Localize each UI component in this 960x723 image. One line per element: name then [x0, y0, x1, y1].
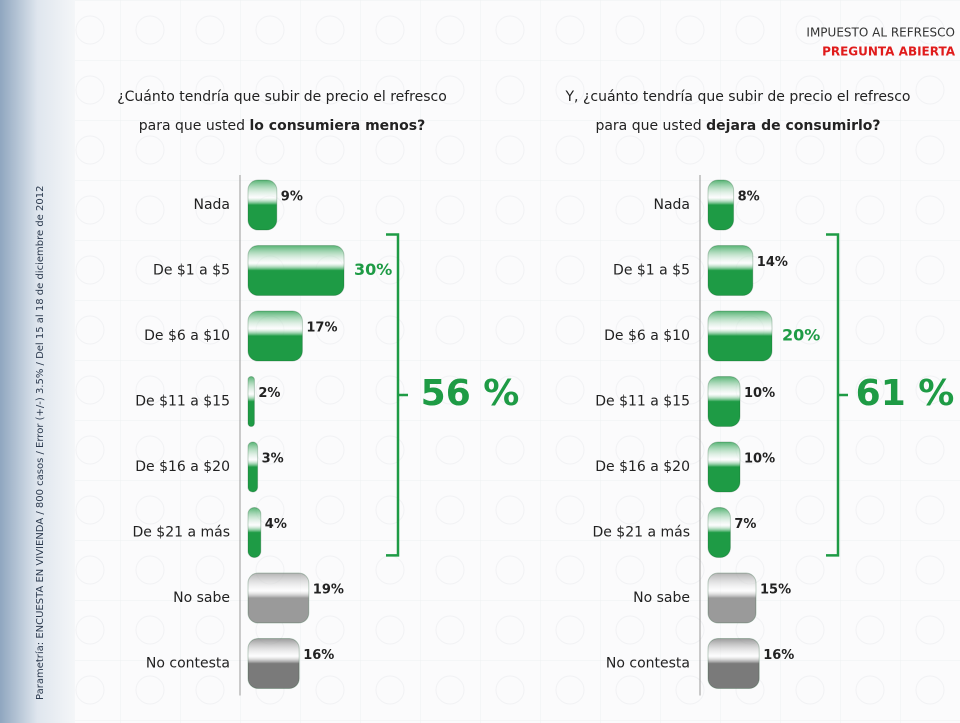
chart-title: Y, ¿cuánto tendría que subir de precio e… [565, 89, 911, 105]
title-part: para que usted [595, 118, 706, 134]
value-label: 8% [738, 190, 760, 205]
value-label: 10% [744, 452, 775, 467]
bar [707, 572, 757, 624]
category-label: Nada [653, 197, 690, 213]
category-label: De $1 a $5 [153, 263, 230, 279]
header-title: IMPUESTO AL REFRESCO [806, 26, 955, 40]
chart-title: para que usted lo consumiera menos? [139, 118, 425, 134]
bar [247, 441, 259, 493]
category-label: No sabe [173, 590, 230, 606]
bar [707, 245, 754, 296]
bracket-annotation: 56 % [421, 373, 520, 414]
value-label: 30% [354, 260, 392, 279]
bar [707, 310, 773, 362]
category-label: De $6 a $10 [604, 328, 690, 344]
value-label: 17% [306, 321, 337, 336]
value-label: 10% [744, 386, 775, 401]
value-label: 15% [760, 583, 791, 598]
bracket-annotation: 61 % [856, 373, 955, 414]
category-label: De $21 a más [592, 525, 690, 541]
title-part-bold: lo consumiera menos? [249, 118, 425, 134]
bar [707, 507, 731, 558]
source-note: Parametría: ENCUESTA EN VIVIENDA / 800 c… [34, 186, 46, 700]
bar [707, 441, 741, 493]
value-label: 9% [281, 190, 303, 205]
title-part-bold: dejara de consumirlo? [706, 118, 880, 134]
bracket [386, 233, 408, 557]
category-label: No contesta [606, 656, 690, 672]
category-label: De $6 a $10 [144, 328, 230, 344]
category-label: De $11 a $15 [595, 394, 690, 410]
value-label: 4% [265, 517, 287, 532]
category-label: De $16 a $20 [135, 459, 230, 475]
bar [247, 572, 310, 624]
bar [247, 376, 255, 427]
value-label: 19% [313, 583, 344, 598]
chart-title: ¿Cuánto tendría que subir de precio el r… [117, 89, 447, 105]
value-label: 14% [757, 255, 788, 270]
bar [707, 376, 741, 427]
value-label: 16% [763, 648, 794, 663]
chart-title: para que usted dejara de consumirlo? [595, 118, 880, 134]
bar [247, 245, 345, 296]
category-label: De $1 a $5 [613, 263, 690, 279]
value-label: 3% [262, 452, 284, 467]
bar [247, 310, 303, 362]
bar [247, 638, 300, 689]
header-subtitle: PREGUNTA ABIERTA [822, 45, 956, 59]
category-label: No contesta [146, 656, 230, 672]
value-label: 2% [258, 386, 280, 401]
bar [247, 507, 262, 558]
value-label: 7% [734, 517, 756, 532]
category-label: No sabe [633, 590, 690, 606]
title-part: para que usted [139, 118, 250, 134]
bar [247, 179, 278, 231]
category-label: Nada [193, 197, 230, 213]
bar [707, 638, 760, 689]
category-label: De $21 a más [132, 525, 230, 541]
category-label: De $16 a $20 [595, 459, 690, 475]
bar [707, 179, 735, 231]
category-label: De $11 a $15 [135, 394, 230, 410]
value-label: 20% [782, 326, 820, 345]
side-strip [0, 0, 75, 723]
value-label: 16% [303, 648, 334, 663]
bracket [826, 233, 848, 557]
